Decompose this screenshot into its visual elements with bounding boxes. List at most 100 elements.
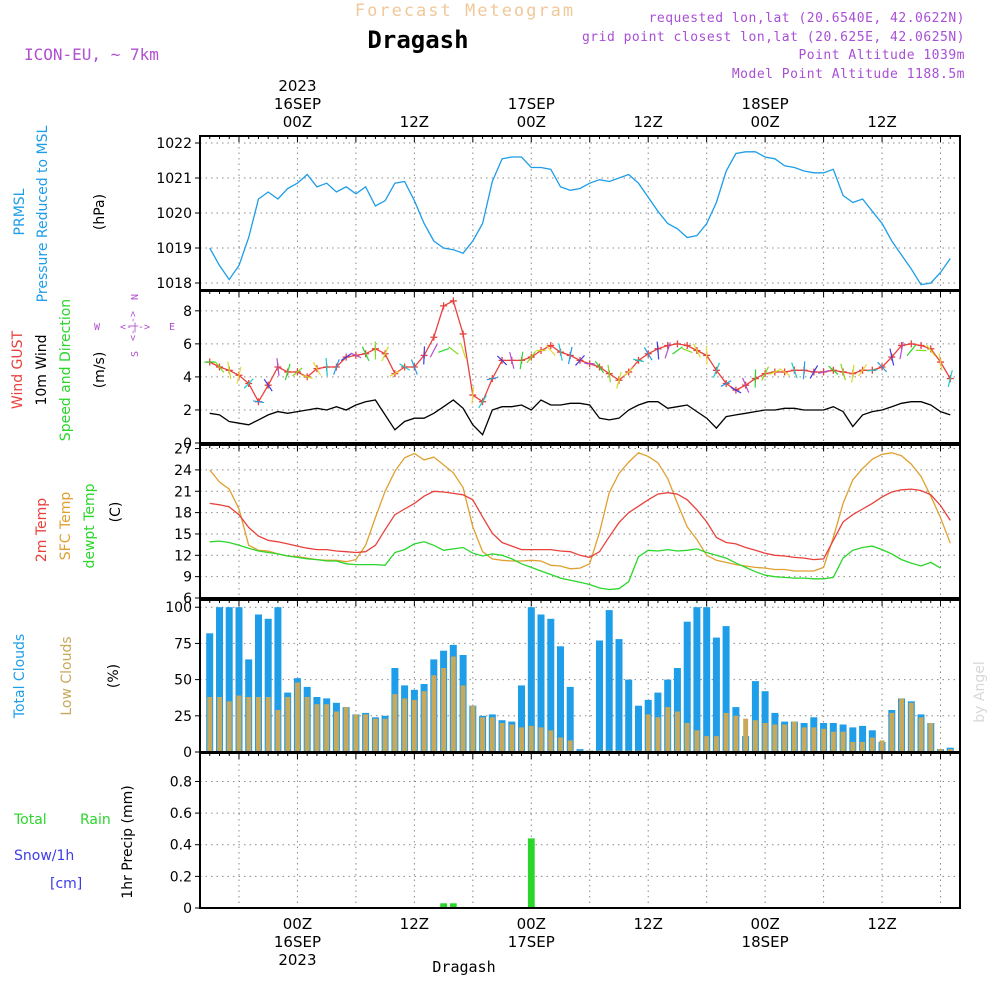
- y-tick-label: 25: [174, 709, 192, 725]
- wind-direction-arrow: [899, 341, 904, 360]
- total_clouds-bar: [255, 614, 262, 752]
- ms-unit-label: (m/s): [92, 352, 108, 389]
- wind-direction-arrow: [632, 358, 644, 363]
- total_clouds-bar: [761, 691, 769, 752]
- point-altitude: Point Altitude 1039m: [798, 48, 965, 63]
- wind-direction-arrow: [802, 361, 806, 380]
- total_clouds-bar: [605, 610, 613, 752]
- top-time-label: 00Z: [750, 113, 779, 131]
- gust-marker: [459, 330, 467, 338]
- wind-direction-arrow: [809, 365, 819, 379]
- total_clouds-bar: [518, 685, 525, 752]
- panel-frame: [199, 752, 961, 909]
- y-tick-label: 6: [183, 337, 192, 353]
- wind-direction-arrow: [926, 344, 936, 357]
- wind-direction-arrow: [545, 344, 556, 357]
- low_clouds-bar: [869, 737, 875, 752]
- wind-direction-arrow: [720, 380, 732, 387]
- wind-gust-label: Wind GUST: [10, 330, 26, 409]
- top-time-label: 00Z: [517, 113, 546, 131]
- temp2m-line: [209, 488, 951, 561]
- total_clouds-bar: [859, 725, 867, 752]
- low_clouds-bar: [782, 724, 788, 752]
- sfc-temp-label: SFC Temp: [58, 492, 74, 561]
- compass-s: S: [130, 351, 141, 357]
- low_clouds-bar: [675, 711, 680, 752]
- low_clouds-bar: [226, 701, 232, 752]
- wind-direction-arrow: [947, 370, 953, 388]
- low_clouds-bar: [450, 656, 456, 752]
- bottom-time-label: 12Z: [867, 915, 896, 933]
- precip-panel: 0 0.2 0.4 0.6 0.8: [170, 752, 961, 917]
- wind-direction-arrow: [535, 349, 547, 352]
- total_clouds-bar: [683, 621, 691, 752]
- low_clouds-bar: [762, 723, 768, 752]
- y-tick-label: 12: [174, 548, 192, 564]
- top-time-label: 18SEP: [742, 95, 789, 113]
- wind-direction-arrow: [333, 359, 340, 375]
- wind-direction-arrow: [730, 386, 742, 394]
- wind-direction-arrow: [877, 361, 888, 373]
- low_clouds-bar: [791, 721, 797, 752]
- low_clouds-bar: [538, 727, 544, 752]
- total_clouds-bar: [264, 618, 272, 752]
- wind-direction-arrow: [779, 367, 790, 376]
- total_clouds-bar: [566, 686, 574, 752]
- total_clouds-bar: [673, 668, 681, 752]
- y-tick-label: 18: [174, 506, 192, 522]
- low_clouds-bar: [402, 698, 408, 752]
- wind-direction-arrow: [227, 361, 232, 380]
- top-time-label: 12Z: [867, 113, 896, 131]
- speed-direction-label: Speed and Direction: [58, 299, 74, 441]
- y-tick-label: 15: [174, 527, 192, 543]
- wind-direction-arrow: [938, 353, 943, 371]
- gust-marker: [664, 342, 672, 350]
- low_clouds-bar: [334, 711, 339, 752]
- low_clouds-bar: [489, 717, 495, 752]
- low_clouds-bar: [889, 712, 895, 752]
- y-tick-label: 0.6: [170, 806, 192, 822]
- top-time-label: 00Z: [283, 113, 312, 131]
- 10m-wind-label: 10m Wind: [34, 334, 50, 405]
- wind-direction-arrow: [496, 355, 508, 366]
- pressure-panel: 1018 1019 1020 1021 1022: [156, 135, 961, 292]
- low_clouds-bar: [947, 749, 953, 752]
- bottom-time-label: 16SEP: [274, 933, 321, 951]
- low_clouds-bar: [353, 714, 359, 752]
- rain-bar: [449, 903, 457, 908]
- top-time-label: 12Z: [634, 113, 663, 131]
- wind-direction-arrow: [906, 344, 917, 357]
- total_clouds-bar: [576, 749, 584, 752]
- total_clouds-bar: [849, 727, 857, 752]
- prmsl-label: PRMSL: [12, 188, 28, 235]
- low_clouds-bar: [908, 702, 914, 752]
- y-tick-label: 1022: [156, 136, 192, 152]
- low_clouds-bar: [392, 694, 398, 752]
- y-tick-label: 0: [183, 901, 192, 917]
- total_clouds-bar: [216, 607, 223, 752]
- low_clouds-bar: [694, 730, 700, 752]
- pressure-labels: PRMSL Pressure Reduced to MSL (hPa): [12, 125, 108, 302]
- wind-direction-arrow: [236, 366, 242, 384]
- y-tick-label: 0.4: [170, 838, 192, 854]
- low_clouds-bar: [752, 720, 758, 752]
- top-time-label: 17SEP: [508, 95, 555, 113]
- wind-direction-arrow: [292, 367, 303, 377]
- compass-arrows-h: <-|->: [120, 322, 150, 333]
- low_clouds-bar: [431, 675, 437, 752]
- bottom-time-label: 00Z: [283, 915, 312, 933]
- y-tick-label: 27: [174, 442, 192, 458]
- wind-direction-arrow: [761, 366, 770, 381]
- dewpt-temp-label: dewpt Temp: [82, 483, 98, 568]
- footer-location: Dragash: [432, 958, 495, 976]
- wind-direction-arrow: [712, 362, 720, 378]
- low_clouds-bar: [860, 741, 865, 752]
- wind-direction-arrow: [276, 358, 280, 376]
- low_clouds-bar: [265, 697, 271, 752]
- percent-unit-label: (%): [106, 664, 122, 688]
- wind-direction-arrow: [818, 369, 830, 374]
- total_clouds-bar: [615, 639, 623, 752]
- low_clouds-bar: [499, 723, 505, 752]
- low_clouds-bar: [207, 697, 213, 752]
- low_clouds-bar: [236, 695, 242, 752]
